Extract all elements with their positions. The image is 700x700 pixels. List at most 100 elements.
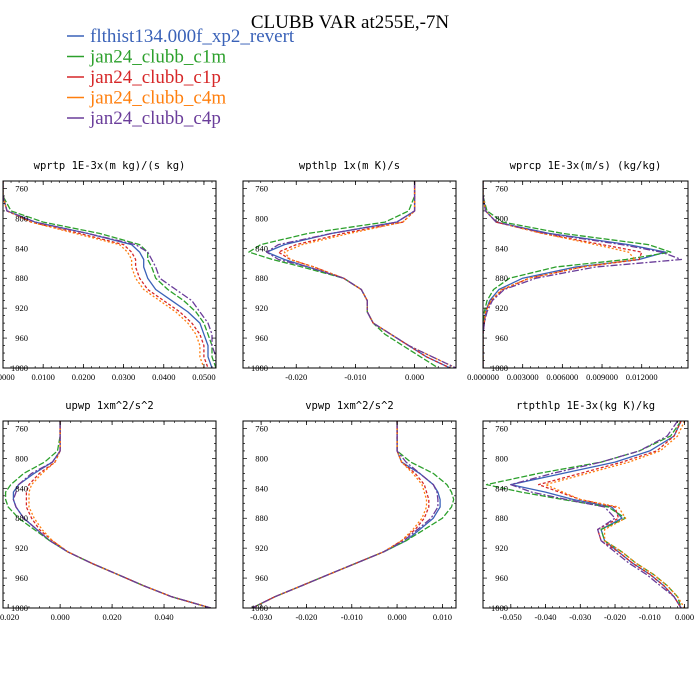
y-tick-label: 1000 — [491, 603, 508, 613]
y-tick-label: 760 — [495, 183, 508, 193]
series-line-2 — [537, 421, 682, 608]
series-line-2 — [251, 421, 430, 608]
x-tick-label: 0.0200 — [72, 372, 95, 382]
series-line-4 — [266, 181, 456, 368]
legend-label-1: jan24_clubb_c1m — [89, 47, 226, 68]
x-tick-label: 0.0100 — [32, 372, 55, 382]
y-tick-label: 840 — [255, 243, 268, 253]
y-tick-label: 840 — [495, 243, 508, 253]
y-tick-label: 880 — [255, 273, 268, 283]
series-line-4 — [483, 181, 683, 368]
panel-4: vpwp 1xm^2/s^27608008408809209601000-0.0… — [242, 400, 457, 622]
y-tick-label: 800 — [495, 213, 508, 223]
y-tick-label: 800 — [255, 453, 268, 463]
x-tick-label: 0.000 — [388, 612, 407, 622]
y-tick-label: 960 — [495, 573, 508, 583]
series-line-0 — [3, 181, 213, 368]
x-tick-label: 0.000 — [675, 612, 694, 622]
x-tick-label: 0.012000 — [626, 372, 658, 382]
y-tick-label: 800 — [15, 453, 28, 463]
series-line-1 — [4, 421, 211, 608]
series-line-4 — [510, 421, 682, 608]
x-tick-label: 0.000 — [51, 612, 70, 622]
series-line-2 — [3, 181, 209, 368]
figure-title: CLUBB VAR at255E,-7N — [251, 12, 450, 33]
x-tick-label: -0.040 — [535, 612, 557, 622]
x-tick-label: -0.020 — [0, 612, 19, 622]
series-line-4 — [3, 181, 216, 368]
y-tick-label: 880 — [495, 513, 508, 523]
series-line-4 — [251, 421, 439, 608]
series-line-3 — [3, 181, 205, 368]
panel-frame — [482, 420, 689, 609]
y-tick-label: 760 — [15, 183, 28, 193]
panel-title: upwp 1xm^2/s^2 — [65, 400, 154, 412]
y-tick-label: 840 — [255, 483, 268, 493]
panel-title: vpwp 1xm^2/s^2 — [305, 400, 394, 412]
y-tick-label: 800 — [15, 213, 28, 223]
y-tick-label: 840 — [15, 243, 28, 253]
y-tick-label: 880 — [15, 513, 28, 523]
x-tick-label: -0.020 — [285, 372, 307, 382]
x-tick-label: -0.030 — [250, 612, 272, 622]
x-tick-label: 0.003000 — [507, 372, 539, 382]
panels: wprtp 1E-3x(m kg)/(s kg) 760 800 840 880 920 9… — [0, 160, 694, 622]
y-tick-label: 960 — [255, 573, 268, 583]
series-line-0 — [12, 421, 211, 608]
y-tick-label: 1000 — [11, 603, 28, 613]
panel-frame — [482, 180, 689, 369]
series-line-1 — [248, 181, 439, 368]
y-tick-label: 920 — [495, 543, 508, 553]
y-tick-label: 800 — [255, 213, 268, 223]
y-tick-label: 920 — [15, 303, 28, 313]
y-tick-label: 880 — [495, 273, 508, 283]
panel-frame — [2, 420, 217, 609]
series-line-3 — [251, 421, 428, 608]
y-tick-label: 760 — [255, 423, 268, 433]
panel-frame — [2, 180, 217, 369]
series-line-1 — [3, 181, 216, 368]
x-tick-label: -0.050 — [500, 612, 522, 622]
x-tick-label: 0.000000 — [467, 372, 499, 382]
legend: flthist134.000f_xp2_revertjan24_clubb_c1… — [67, 26, 295, 129]
y-tick-label: 920 — [255, 543, 268, 553]
x-tick-label: -0.020 — [604, 612, 626, 622]
legend-label-0: flthist134.000f_xp2_revert — [90, 26, 295, 47]
y-tick-label: 880 — [15, 273, 28, 283]
y-tick-label: 800 — [495, 453, 508, 463]
series-line-0 — [510, 421, 682, 608]
y-tick-label: 840 — [15, 483, 28, 493]
x-tick-label: 0.0400 — [152, 372, 175, 382]
y-tick-label: 760 — [255, 183, 268, 193]
y-tick-label: 1000 — [491, 363, 508, 373]
series-line-0 — [266, 181, 451, 368]
series-line-0 — [483, 181, 667, 368]
x-tick-label: 0.020 — [103, 612, 122, 622]
series-line-2 — [25, 421, 211, 608]
x-tick-label: 0.006000 — [546, 372, 578, 382]
y-tick-label: 1000 — [251, 363, 268, 373]
x-tick-label: 0.010 — [433, 612, 452, 622]
x-tick-label: 0.040 — [154, 612, 173, 622]
y-tick-label: 1000 — [11, 363, 28, 373]
y-tick-label: 960 — [15, 573, 28, 583]
legend-label-3: jan24_clubb_c4m — [89, 88, 226, 109]
series-line-1 — [251, 421, 455, 608]
series-line-3 — [544, 421, 686, 608]
x-tick-label: 0.0500 — [192, 372, 215, 382]
panel-1: wpthlp 1x(m K)/s 760 800 840 880 920 960 1000 -0… — [242, 160, 457, 382]
y-tick-label: 880 — [255, 513, 268, 523]
x-tick-label: 0.0000 — [0, 372, 15, 382]
panel-title: rtpthlp 1E-3x(kg K)/kg — [516, 400, 655, 412]
x-tick-label: -0.010 — [344, 372, 366, 382]
panel-frame — [242, 180, 457, 369]
panel-0: wprtp 1E-3x(m kg)/(s kg) 760 800 840 880 920 9… — [0, 160, 217, 382]
y-tick-label: 760 — [15, 423, 28, 433]
panel-title: wpthlp 1x(m K)/s — [299, 160, 400, 172]
x-tick-label: -0.010 — [341, 612, 363, 622]
x-tick-label: 0.009000 — [586, 372, 618, 382]
legend-label-4: jan24_clubb_c4p — [89, 108, 221, 129]
y-tick-label: 760 — [495, 423, 508, 433]
legend-label-2: jan24_clubb_c1p — [89, 67, 221, 88]
